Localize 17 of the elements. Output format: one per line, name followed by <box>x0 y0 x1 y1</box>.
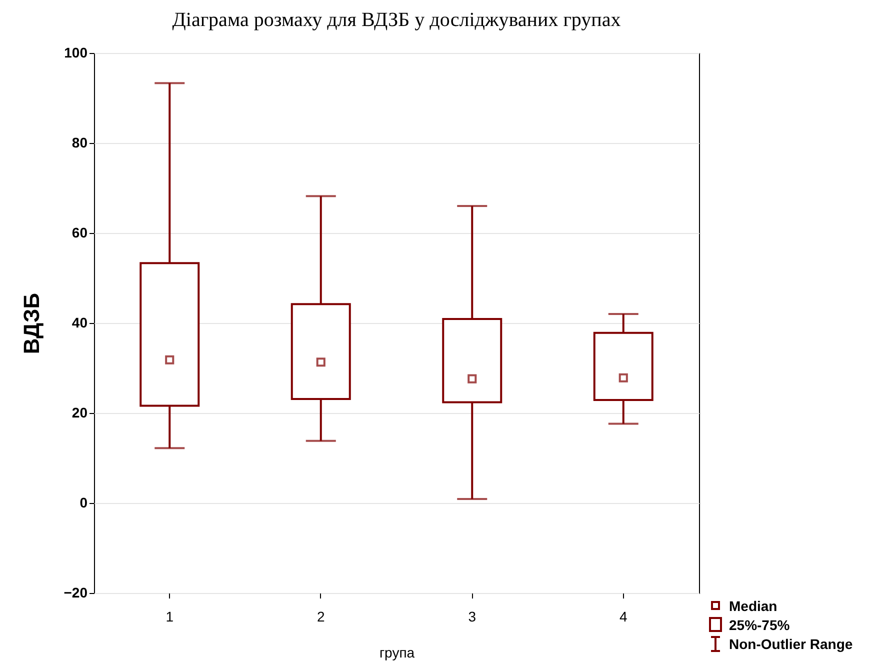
x-tick-label: 1 <box>166 608 174 624</box>
text: 25%-75% <box>729 616 790 632</box>
text: Non-Outlier Range <box>729 636 853 652</box>
y-tick-label: 100 <box>64 44 88 60</box>
y-tick-label: 20 <box>72 404 88 420</box>
x-tick-label: 3 <box>468 608 476 624</box>
y-tick-label: −20 <box>64 584 88 600</box>
x-axis-title: група <box>379 644 415 660</box>
y-tick-label: 60 <box>72 224 88 240</box>
x-tick-label: 2 <box>316 608 325 624</box>
chart-title: Діаграма розмаху для ВДЗБ у досліджуваних групах <box>172 9 621 31</box>
y-tick-label: 40 <box>72 314 88 330</box>
y-axis-title: ВДЗБ <box>18 292 44 354</box>
y-tick-label: 80 <box>72 134 88 150</box>
x-tick-label: 4 <box>619 608 628 624</box>
y-tick-label: 0 <box>80 494 88 510</box>
text: Median <box>729 598 778 614</box>
